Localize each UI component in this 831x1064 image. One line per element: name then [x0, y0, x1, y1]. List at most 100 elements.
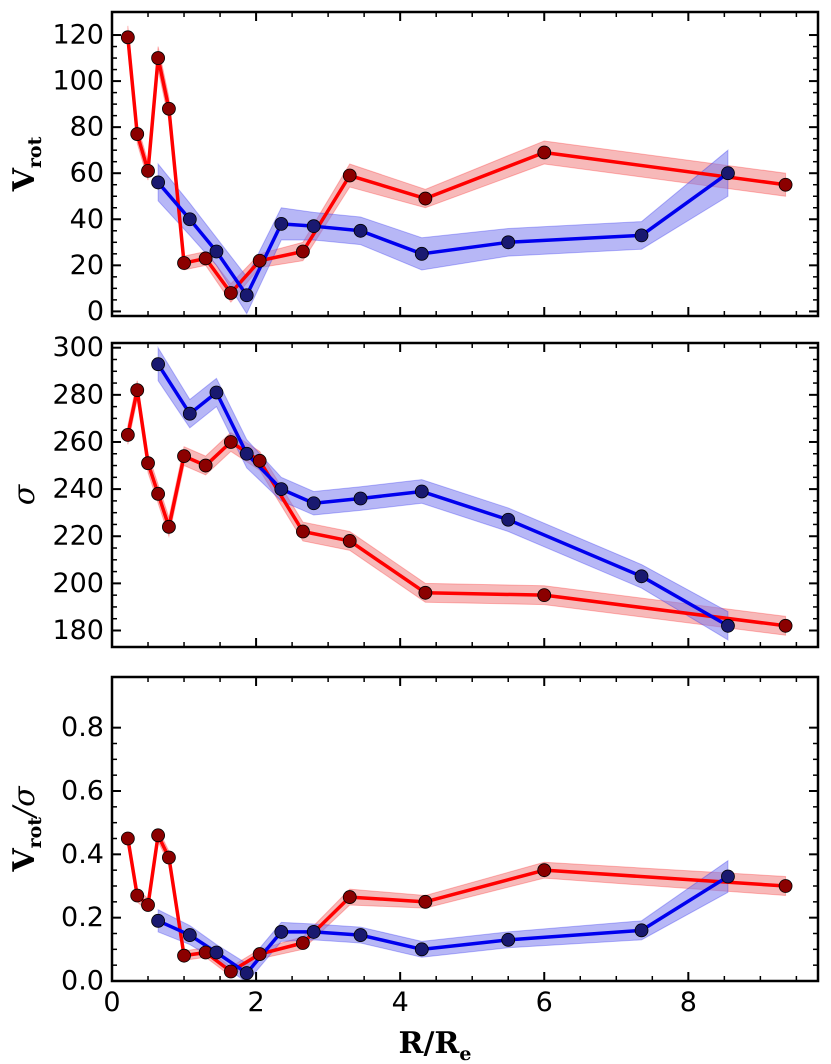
- y-axis-label: σ: [7, 483, 42, 505]
- blue-data-point: [306, 925, 321, 939]
- blue-data-point: [353, 223, 368, 238]
- y-tick-label: 180: [52, 615, 104, 646]
- red-data-point: [418, 191, 433, 206]
- blue-data-point: [501, 512, 516, 527]
- blue-data-point: [634, 569, 649, 584]
- red-data-point: [120, 831, 135, 846]
- blue-data-point: [182, 212, 197, 227]
- red-data-point: [130, 127, 145, 141]
- y-axis-label: Vrot/σ: [7, 785, 46, 873]
- red-data-point: [342, 534, 357, 548]
- red-data-point: [252, 253, 267, 268]
- red-series-line: [126, 37, 786, 295]
- axes-frame: [110, 675, 820, 983]
- y-tick-label: 20: [70, 250, 104, 281]
- red-data-point: [296, 244, 310, 259]
- blue-data-point: [501, 235, 516, 250]
- red-data-point: [162, 850, 176, 865]
- y-tick-label: 40: [70, 204, 104, 235]
- blue-data-point: [209, 945, 224, 960]
- red-data-point: [141, 456, 155, 471]
- y-tick-label: 0.6: [61, 776, 104, 807]
- blue-data-point: [151, 175, 166, 190]
- y-tick-label: 0.4: [61, 839, 104, 870]
- plot-area: [120, 345, 793, 641]
- red-data-point: [120, 30, 135, 45]
- red-data-point: [418, 585, 433, 600]
- blue-data-point: [239, 288, 254, 303]
- blue-data-point: [414, 246, 429, 261]
- blue-data-point: [274, 925, 289, 939]
- blue-data-point: [721, 166, 735, 181]
- red-data-point: [223, 964, 238, 979]
- y-tick-label: 60: [70, 158, 104, 189]
- red-data-point: [151, 51, 166, 65]
- blue-data-point: [634, 228, 649, 243]
- panel-3: 0.0 0.2 0.4 0.6 0.8 0 2 4 6 8 Vrot/σ R/Re: [7, 675, 820, 1064]
- blue-data-point: [151, 357, 166, 372]
- blue-data-point: [634, 923, 649, 938]
- axes-frame: [110, 10, 820, 318]
- axes-frame: [110, 341, 820, 649]
- blue-data-point: [721, 869, 735, 884]
- red-data-point: [177, 256, 191, 270]
- blue-data-point: [353, 928, 368, 942]
- red-data-point: [223, 286, 238, 300]
- plot-area: [120, 827, 793, 981]
- plot-area: [120, 25, 793, 315]
- x-axis-label: R/Re: [399, 1026, 472, 1064]
- red-data-point: [296, 936, 310, 950]
- y-axis-label: Vrot: [7, 136, 46, 192]
- red-data-point: [537, 588, 552, 603]
- blue-data-point: [414, 484, 429, 499]
- red-data-point: [151, 486, 166, 501]
- red-data-point: [151, 828, 166, 843]
- blue-data-point: [182, 406, 197, 421]
- red-data-point: [223, 435, 238, 449]
- red-data-point: [141, 898, 155, 912]
- y-tick-label: 280: [52, 379, 104, 410]
- blue-data-point: [353, 491, 368, 506]
- y-tick-label: 200: [52, 568, 104, 599]
- y-tick-label: 240: [52, 474, 104, 505]
- blue-data-point: [239, 966, 254, 980]
- y-tick-label: 300: [52, 332, 104, 363]
- red-data-point: [130, 383, 145, 398]
- blue-data-point: [182, 928, 197, 942]
- blue-data-point: [414, 942, 429, 957]
- panel-2: 180 200 220 240 260 280 300 σ: [7, 332, 820, 649]
- red-data-point: [778, 177, 793, 192]
- x-tick-label: 2: [247, 987, 264, 1018]
- red-data-point: [198, 458, 213, 473]
- red-data-point: [778, 879, 793, 893]
- red-data-point: [342, 890, 357, 904]
- red-data-point: [162, 519, 176, 534]
- red-data-point: [296, 524, 310, 539]
- red-data-point: [177, 449, 191, 464]
- red-data-point: [537, 145, 552, 160]
- red-data-point: [130, 888, 145, 903]
- red-data-point: [252, 947, 267, 961]
- red-data-point: [120, 428, 135, 442]
- y-tick-label: 100: [52, 66, 104, 97]
- red-data-point: [778, 618, 793, 633]
- blue-data-point: [209, 385, 224, 400]
- x-tick-label: 4: [392, 987, 409, 1018]
- blue-series-error-band: [157, 149, 729, 315]
- blue-data-point: [209, 244, 224, 259]
- red-data-point: [198, 251, 213, 266]
- red-data-point: [252, 453, 267, 468]
- red-data-point: [342, 168, 357, 183]
- blue-data-point: [721, 618, 735, 633]
- y-tick-label: 120: [52, 20, 104, 51]
- y-tick-label: 0.8: [61, 712, 104, 743]
- blue-data-point: [306, 219, 321, 234]
- y-tick-label: 260: [52, 426, 104, 457]
- x-tick-label: 6: [536, 987, 553, 1018]
- panel-1: 0 20 40 60 80 100 120 Vrot: [7, 10, 820, 327]
- red-series-line: [126, 833, 786, 974]
- red-data-point: [418, 894, 433, 909]
- y-tick-label: 0.2: [61, 902, 104, 933]
- red-data-point: [177, 948, 191, 963]
